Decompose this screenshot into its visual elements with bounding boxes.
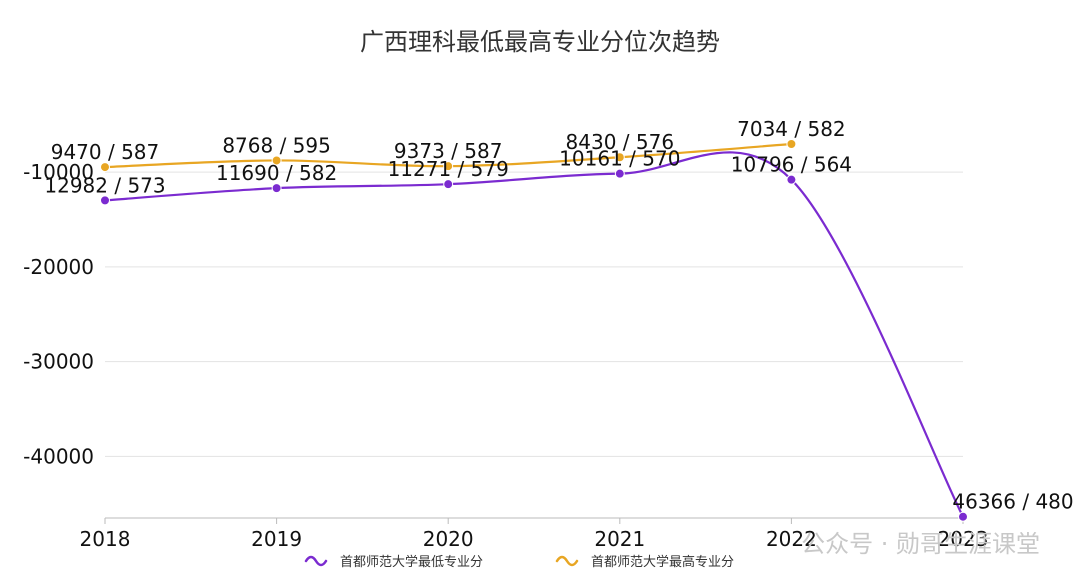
data-point <box>958 511 968 522</box>
legend-swatch <box>304 555 328 567</box>
series-line-0 <box>104 151 964 518</box>
data-label: 11271 / 579 <box>388 157 509 181</box>
watermark: 公众号 · 勋哥生涯课堂 <box>801 530 1040 558</box>
legend-label: 首都师范大学最高专业分 <box>591 554 734 570</box>
data-label: 10161 / 570 <box>559 147 680 171</box>
series <box>100 139 968 522</box>
x-tick-label: 2021 <box>594 527 645 551</box>
legend-item-0[interactable]: 首都师范大学最低专业分 <box>304 554 483 570</box>
data-point <box>271 155 282 166</box>
y-tick-label: -30000 <box>23 350 94 374</box>
data-label: 11690 / 582 <box>216 161 337 185</box>
data-point <box>614 168 625 179</box>
chart-title: 广西理科最低最高专业分位次趋势 <box>360 28 720 56</box>
y-tick-label: -10000 <box>23 160 94 184</box>
data-label: 10796 / 564 <box>731 153 852 177</box>
data-point <box>786 174 797 185</box>
axes: -10000 -20000 -30000 -40000 2018 2019 2020 2021… <box>23 160 988 551</box>
x-tick-label: 2018 <box>80 527 131 551</box>
data-label: 9373 / 587 <box>394 139 503 163</box>
x-tick-label: 2020 <box>423 527 474 551</box>
legend-label: 首都师范大学最低专业分 <box>340 554 483 570</box>
legend-item-1[interactable]: 首都师范大学最高专业分 <box>555 554 734 570</box>
data-label: 9470 / 587 <box>51 140 160 164</box>
data-point <box>100 195 110 206</box>
data-point <box>443 179 454 190</box>
legend-swatch <box>555 555 579 567</box>
y-tick-label: -20000 <box>23 255 94 279</box>
data-point <box>443 161 454 172</box>
data-point <box>271 183 282 194</box>
data-label: 8768 / 595 <box>222 133 331 157</box>
x-tick-label: 2023 <box>938 527 989 551</box>
x-tick-label: 2022 <box>766 527 817 551</box>
data-label: 8430 / 576 <box>566 130 675 154</box>
x-tick-label: 2019 <box>251 527 302 551</box>
legend[interactable]: 首都师范大学最低专业分 首都师范大学最高专业分 <box>304 554 734 570</box>
data-label: 46366 / 480 <box>952 490 1073 514</box>
data-labels: 12982 / 573 11690 / 582 11271 / 579 10161 /… <box>44 117 1073 514</box>
data-point <box>614 152 625 163</box>
data-label: 7034 / 582 <box>737 117 846 141</box>
data-point <box>100 162 110 173</box>
data-point <box>786 139 797 150</box>
y-tick-label: -40000 <box>23 444 94 468</box>
data-label: 12982 / 573 <box>44 173 165 197</box>
grid-lines <box>105 171 963 457</box>
